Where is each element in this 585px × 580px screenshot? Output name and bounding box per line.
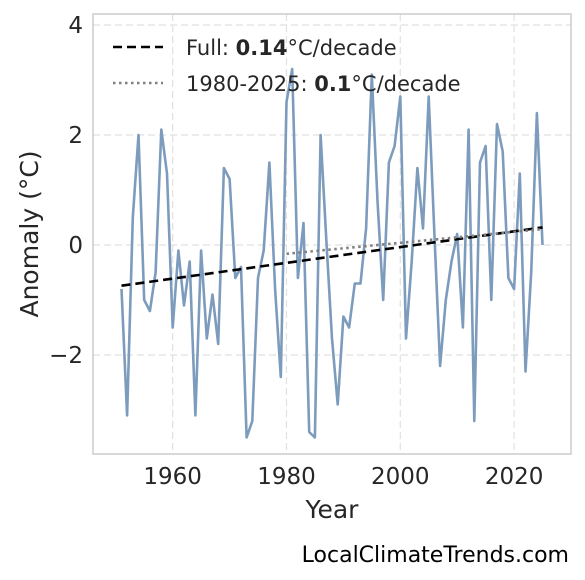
x-tick-label: 2000: [371, 464, 430, 490]
legend-prefix: 1980-2025:: [186, 72, 314, 96]
x-tick-label: 1960: [143, 464, 202, 490]
legend-entry: 1980-2025: 0.1°C/decade: [186, 72, 461, 96]
legend-prefix: Full:: [186, 36, 236, 60]
anomaly-series-line: [120, 67, 544, 439]
legend-trend-value: 0.14: [236, 36, 288, 60]
tick-labels: 1960 1980 2000 2020 4 2 0 −2: [49, 13, 543, 490]
legend-suffix: °C/decade: [351, 72, 460, 96]
y-tick-label: −2: [49, 343, 83, 369]
x-tick-label: 1980: [257, 464, 316, 490]
plot-frame: [92, 13, 572, 455]
x-axis-label: Year: [305, 495, 360, 524]
y-tick-label: 4: [68, 13, 83, 39]
recent-trend-line: [286, 227, 543, 256]
x-tick-label: 2020: [485, 464, 544, 490]
series-layer: [120, 67, 544, 439]
y-tick-label: 2: [68, 123, 83, 149]
y-tick-label: 0: [68, 233, 83, 259]
legend-suffix: °C/decade: [288, 36, 397, 60]
legend-trend-value: 0.1: [314, 72, 351, 96]
grid-lines: [93, 14, 571, 454]
y-axis-label: Anomaly (°C): [15, 150, 44, 317]
legend-entry: Full: 0.14°C/decade: [186, 36, 397, 60]
watermark-text: LocalClimateTrends.com: [301, 543, 569, 568]
